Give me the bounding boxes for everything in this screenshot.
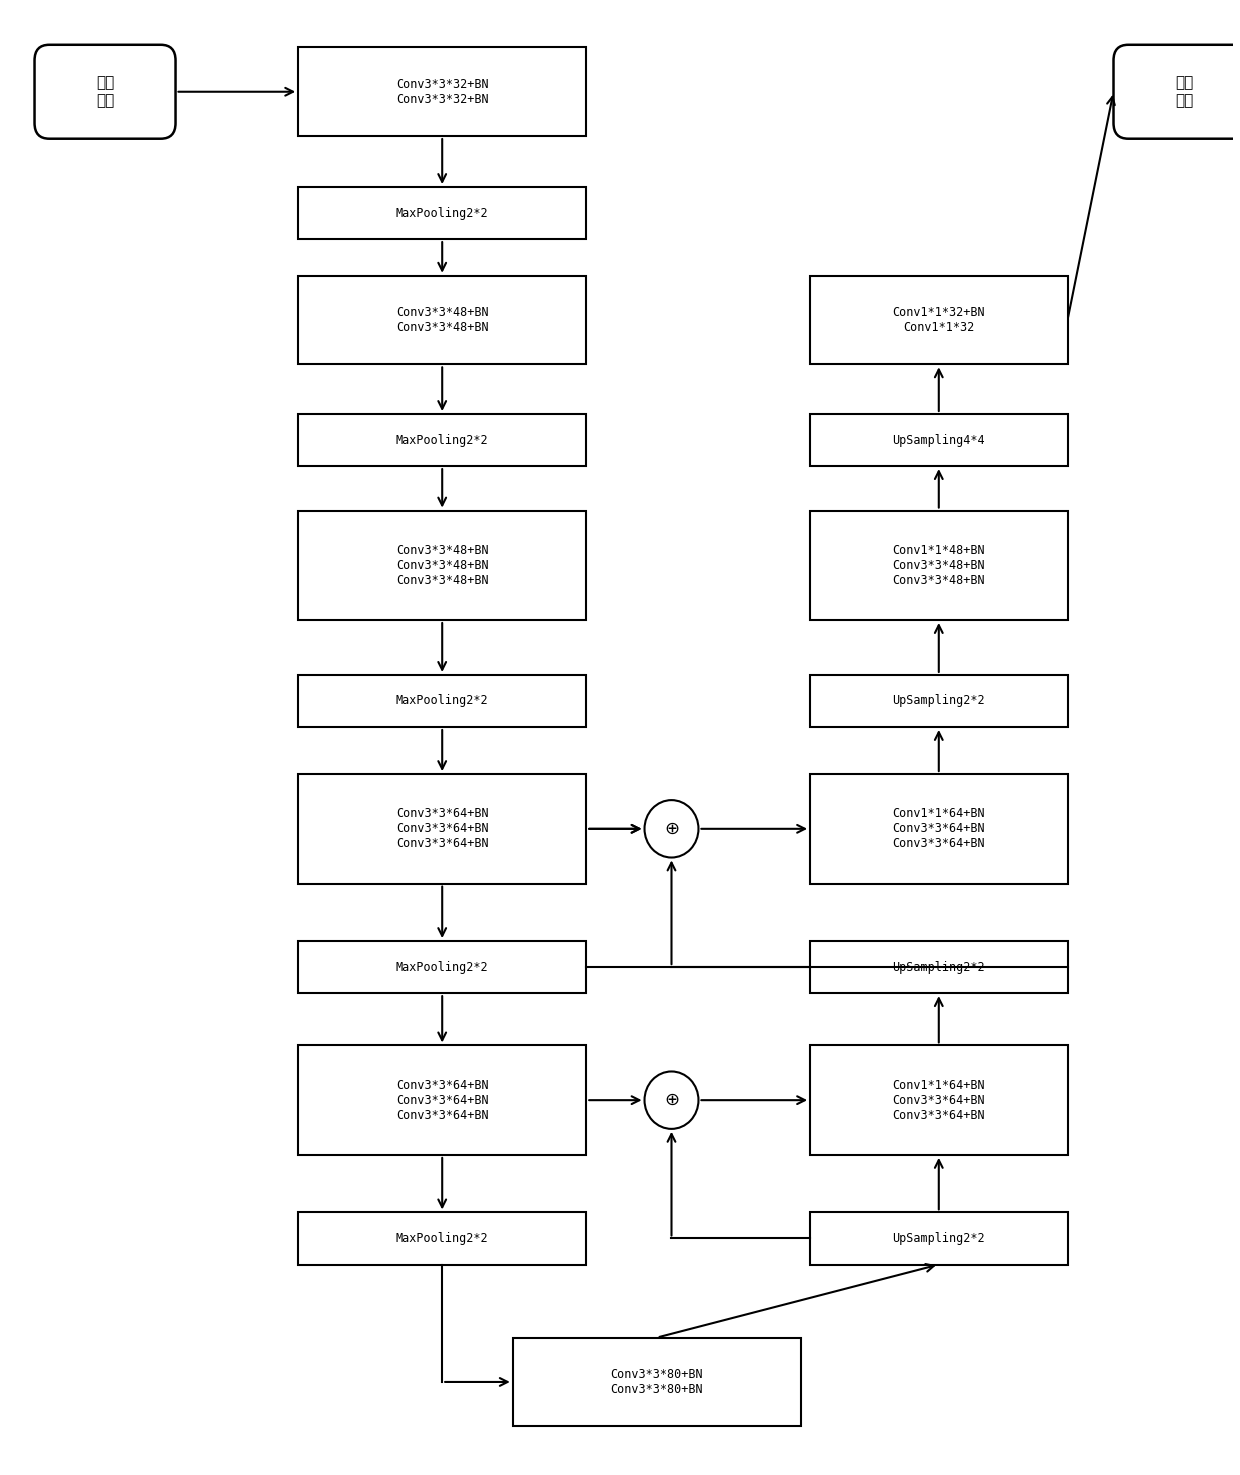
Bar (298, 276, 587, 364)
Bar (298, 1212, 587, 1264)
Text: 输入
图像: 输入 图像 (95, 75, 114, 108)
Text: UpSampling2*2: UpSampling2*2 (893, 960, 985, 974)
Text: Conv3*3*64+BN
Conv3*3*64+BN
Conv3*3*64+BN: Conv3*3*64+BN Conv3*3*64+BN Conv3*3*64+B… (396, 807, 489, 850)
Bar (810, 676, 1068, 727)
Text: Conv3*3*48+BN
Conv3*3*48+BN: Conv3*3*48+BN Conv3*3*48+BN (396, 305, 489, 333)
Bar (298, 1046, 587, 1155)
Bar (298, 510, 587, 620)
Bar (810, 941, 1068, 993)
FancyBboxPatch shape (35, 44, 176, 139)
Bar (298, 414, 587, 466)
Bar (298, 774, 587, 884)
Bar (810, 276, 1068, 364)
Text: Conv3*3*64+BN
Conv3*3*64+BN
Conv3*3*64+BN: Conv3*3*64+BN Conv3*3*64+BN Conv3*3*64+B… (396, 1078, 489, 1121)
Text: ⊕: ⊕ (663, 1092, 680, 1109)
FancyBboxPatch shape (1114, 44, 1240, 139)
Bar (810, 1046, 1068, 1155)
Text: Conv3*3*48+BN
Conv3*3*48+BN
Conv3*3*48+BN: Conv3*3*48+BN Conv3*3*48+BN Conv3*3*48+B… (396, 544, 489, 587)
Text: Conv1*1*64+BN
Conv3*3*64+BN
Conv3*3*64+BN: Conv1*1*64+BN Conv3*3*64+BN Conv3*3*64+B… (893, 1078, 985, 1121)
Text: MaxPooling2*2: MaxPooling2*2 (396, 207, 489, 220)
Text: MaxPooling2*2: MaxPooling2*2 (396, 434, 489, 447)
Text: MaxPooling2*2: MaxPooling2*2 (396, 1232, 489, 1245)
Bar (298, 941, 587, 993)
Bar (298, 187, 587, 239)
Text: MaxPooling2*2: MaxPooling2*2 (396, 960, 489, 974)
Bar (810, 414, 1068, 466)
Bar (512, 1338, 801, 1426)
Text: Conv3*3*80+BN
Conv3*3*80+BN: Conv3*3*80+BN Conv3*3*80+BN (610, 1367, 703, 1395)
Text: Conv3*3*32+BN
Conv3*3*32+BN: Conv3*3*32+BN Conv3*3*32+BN (396, 78, 489, 106)
Text: UpSampling2*2: UpSampling2*2 (893, 1232, 985, 1245)
Bar (298, 47, 587, 136)
Text: 输出
图像: 输出 图像 (1174, 75, 1193, 108)
Text: Conv1*1*64+BN
Conv3*3*64+BN
Conv3*3*64+BN: Conv1*1*64+BN Conv3*3*64+BN Conv3*3*64+B… (893, 807, 985, 850)
Bar (810, 1212, 1068, 1264)
Bar (810, 510, 1068, 620)
Text: MaxPooling2*2: MaxPooling2*2 (396, 695, 489, 708)
Bar (298, 676, 587, 727)
Bar (810, 774, 1068, 884)
Text: ⊕: ⊕ (663, 820, 680, 838)
Text: Conv1*1*48+BN
Conv3*3*48+BN
Conv3*3*48+BN: Conv1*1*48+BN Conv3*3*48+BN Conv3*3*48+B… (893, 544, 985, 587)
Text: Conv1*1*32+BN
Conv1*1*32: Conv1*1*32+BN Conv1*1*32 (893, 305, 985, 333)
Text: UpSampling4*4: UpSampling4*4 (893, 434, 985, 447)
Text: UpSampling2*2: UpSampling2*2 (893, 695, 985, 708)
